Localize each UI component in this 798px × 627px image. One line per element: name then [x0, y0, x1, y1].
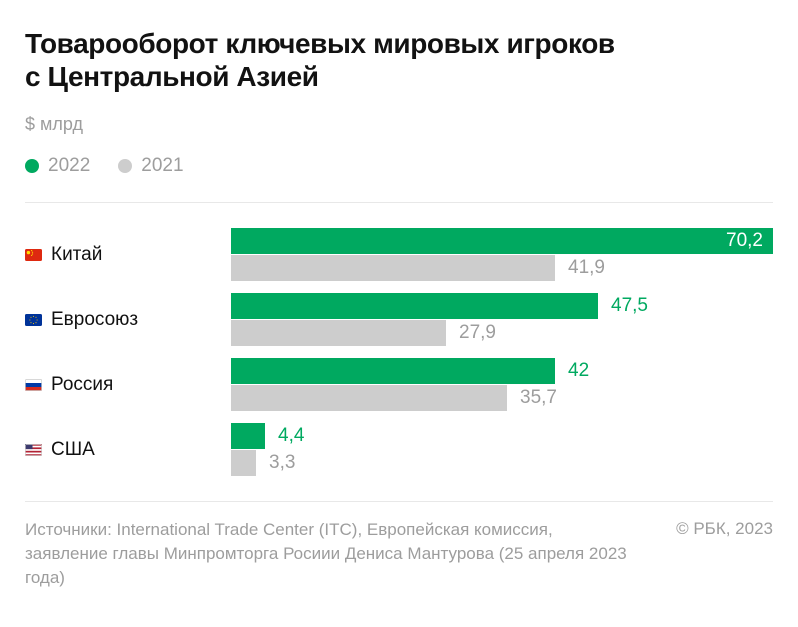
bar-line-2021: 35,7 — [231, 385, 773, 411]
infographic: Товарооборот ключевых мировых игроков с … — [0, 27, 798, 590]
bottom-divider — [25, 501, 773, 502]
page-title-line1: Товарооборот ключевых мировых игроков — [25, 28, 615, 59]
category-name: Евросоюз — [51, 308, 139, 330]
bar-value-2022: 42 — [568, 360, 590, 381]
bar-value-2021: 3,3 — [269, 452, 296, 473]
bar-line-2021: 3,3 — [231, 450, 773, 476]
category-label: США — [25, 423, 231, 476]
chart-row: США 4,4 3,3 — [25, 423, 773, 476]
bar-group: 70,2 41,9 — [231, 228, 773, 281]
us-flag-icon — [25, 443, 42, 456]
chart-row: Китай 70,2 41,9 — [25, 228, 773, 281]
bar-group: 4,4 3,3 — [231, 423, 773, 476]
bar-2022 — [231, 293, 598, 319]
bar-value-2022: 4,4 — [278, 425, 305, 446]
legend-item-2021: 2021 — [118, 155, 184, 177]
bar-2021 — [231, 450, 256, 476]
bar-value-2022: 47,5 — [611, 295, 648, 316]
bar-value-2021: 27,9 — [459, 322, 496, 343]
category-label: Евросоюз — [25, 293, 231, 346]
legend-dot-2021-icon — [118, 159, 133, 173]
page-title-line2: с Центральной Азией — [25, 61, 319, 92]
units-label: $ млрд — [25, 114, 83, 134]
category-name: Китай — [51, 243, 103, 265]
sources-text: Источники: International Trade Center (I… — [25, 520, 627, 587]
chart-row: Россия 42 35,7 — [25, 358, 773, 411]
bar-2021 — [231, 320, 446, 346]
bar-value-2021: 35,7 — [520, 387, 557, 408]
footer: Источники: International Trade Center (I… — [25, 518, 773, 590]
bar-line-2022: 42 — [231, 358, 773, 384]
legend-label-2021: 2021 — [141, 155, 184, 176]
bar-chart: Китай 70,2 41,9 Евросоюз 47,5 27,9 Россия 42 35,… — [25, 228, 773, 476]
bar-line-2022: 4,4 — [231, 423, 773, 449]
eu-flag-icon — [25, 313, 42, 326]
bar-2021 — [231, 255, 555, 281]
category-name: США — [51, 438, 95, 460]
category-label: Россия — [25, 358, 231, 411]
cn-flag-icon — [25, 248, 42, 261]
legend-dot-2022-icon — [25, 159, 39, 173]
bar-line-2021: 27,9 — [231, 320, 773, 346]
legend-item-2022: 2022 — [25, 155, 90, 177]
chart-row: Евросоюз 47,5 27,9 — [25, 293, 773, 346]
bar-2021 — [231, 385, 507, 411]
category-name: Россия — [51, 373, 114, 395]
bar-line-2021: 41,9 — [231, 255, 773, 281]
legend-label-2022: 2022 — [48, 155, 91, 176]
bar-value-2021: 41,9 — [568, 257, 605, 278]
bar-group: 42 35,7 — [231, 358, 773, 411]
legend: 2022 2021 — [25, 155, 773, 177]
bar-2022 — [231, 423, 265, 449]
category-label: Китай — [25, 228, 231, 281]
bar-line-2022: 47,5 — [231, 293, 773, 319]
ru-flag-icon — [25, 378, 42, 391]
bar-2022: 70,2 — [231, 228, 773, 254]
copyright-text: © РБК, 2023 — [676, 519, 773, 538]
page-title: Товарооборот ключевых мировых игроков с … — [25, 27, 773, 93]
bar-2022 — [231, 358, 555, 384]
bar-group: 47,5 27,9 — [231, 293, 773, 346]
bar-line-2022: 70,2 — [231, 228, 773, 254]
bar-value-2022: 70,2 — [726, 230, 763, 251]
top-divider — [25, 202, 773, 203]
